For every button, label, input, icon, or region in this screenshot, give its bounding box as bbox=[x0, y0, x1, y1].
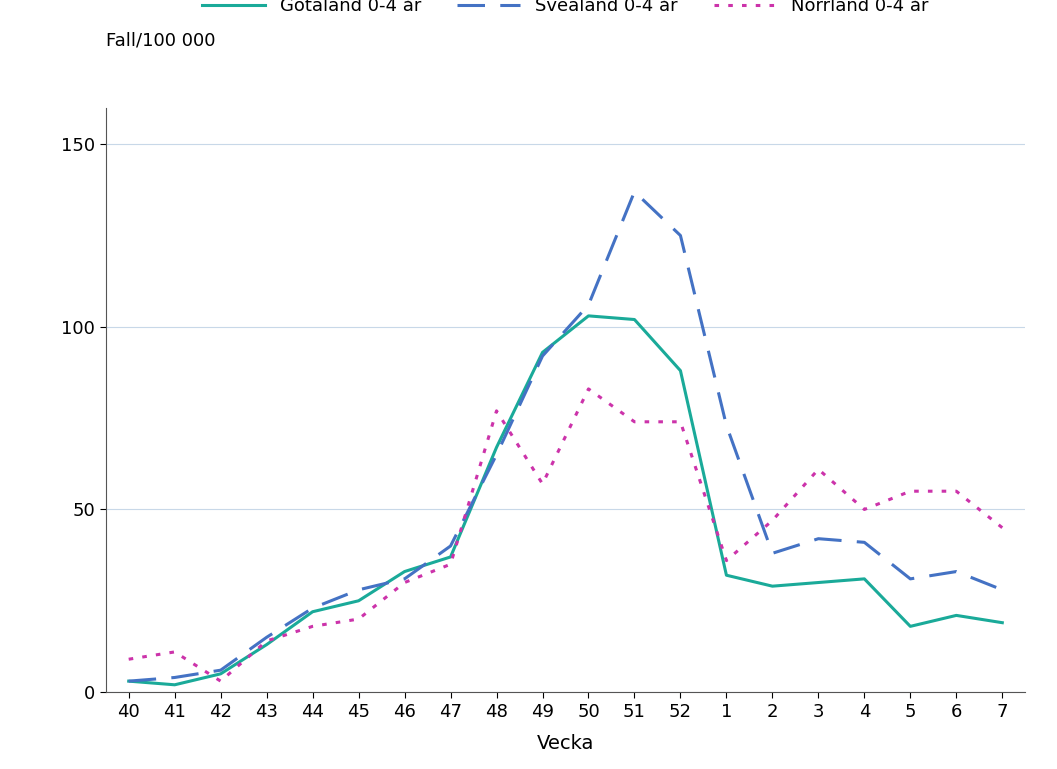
Legend: Götaland 0-4 år, Svealand 0-4 år, Norrland 0-4 år: Götaland 0-4 år, Svealand 0-4 år, Norrla… bbox=[194, 0, 937, 22]
X-axis label: Vecka: Vecka bbox=[537, 734, 594, 754]
Text: Fall/100 000: Fall/100 000 bbox=[106, 32, 216, 49]
